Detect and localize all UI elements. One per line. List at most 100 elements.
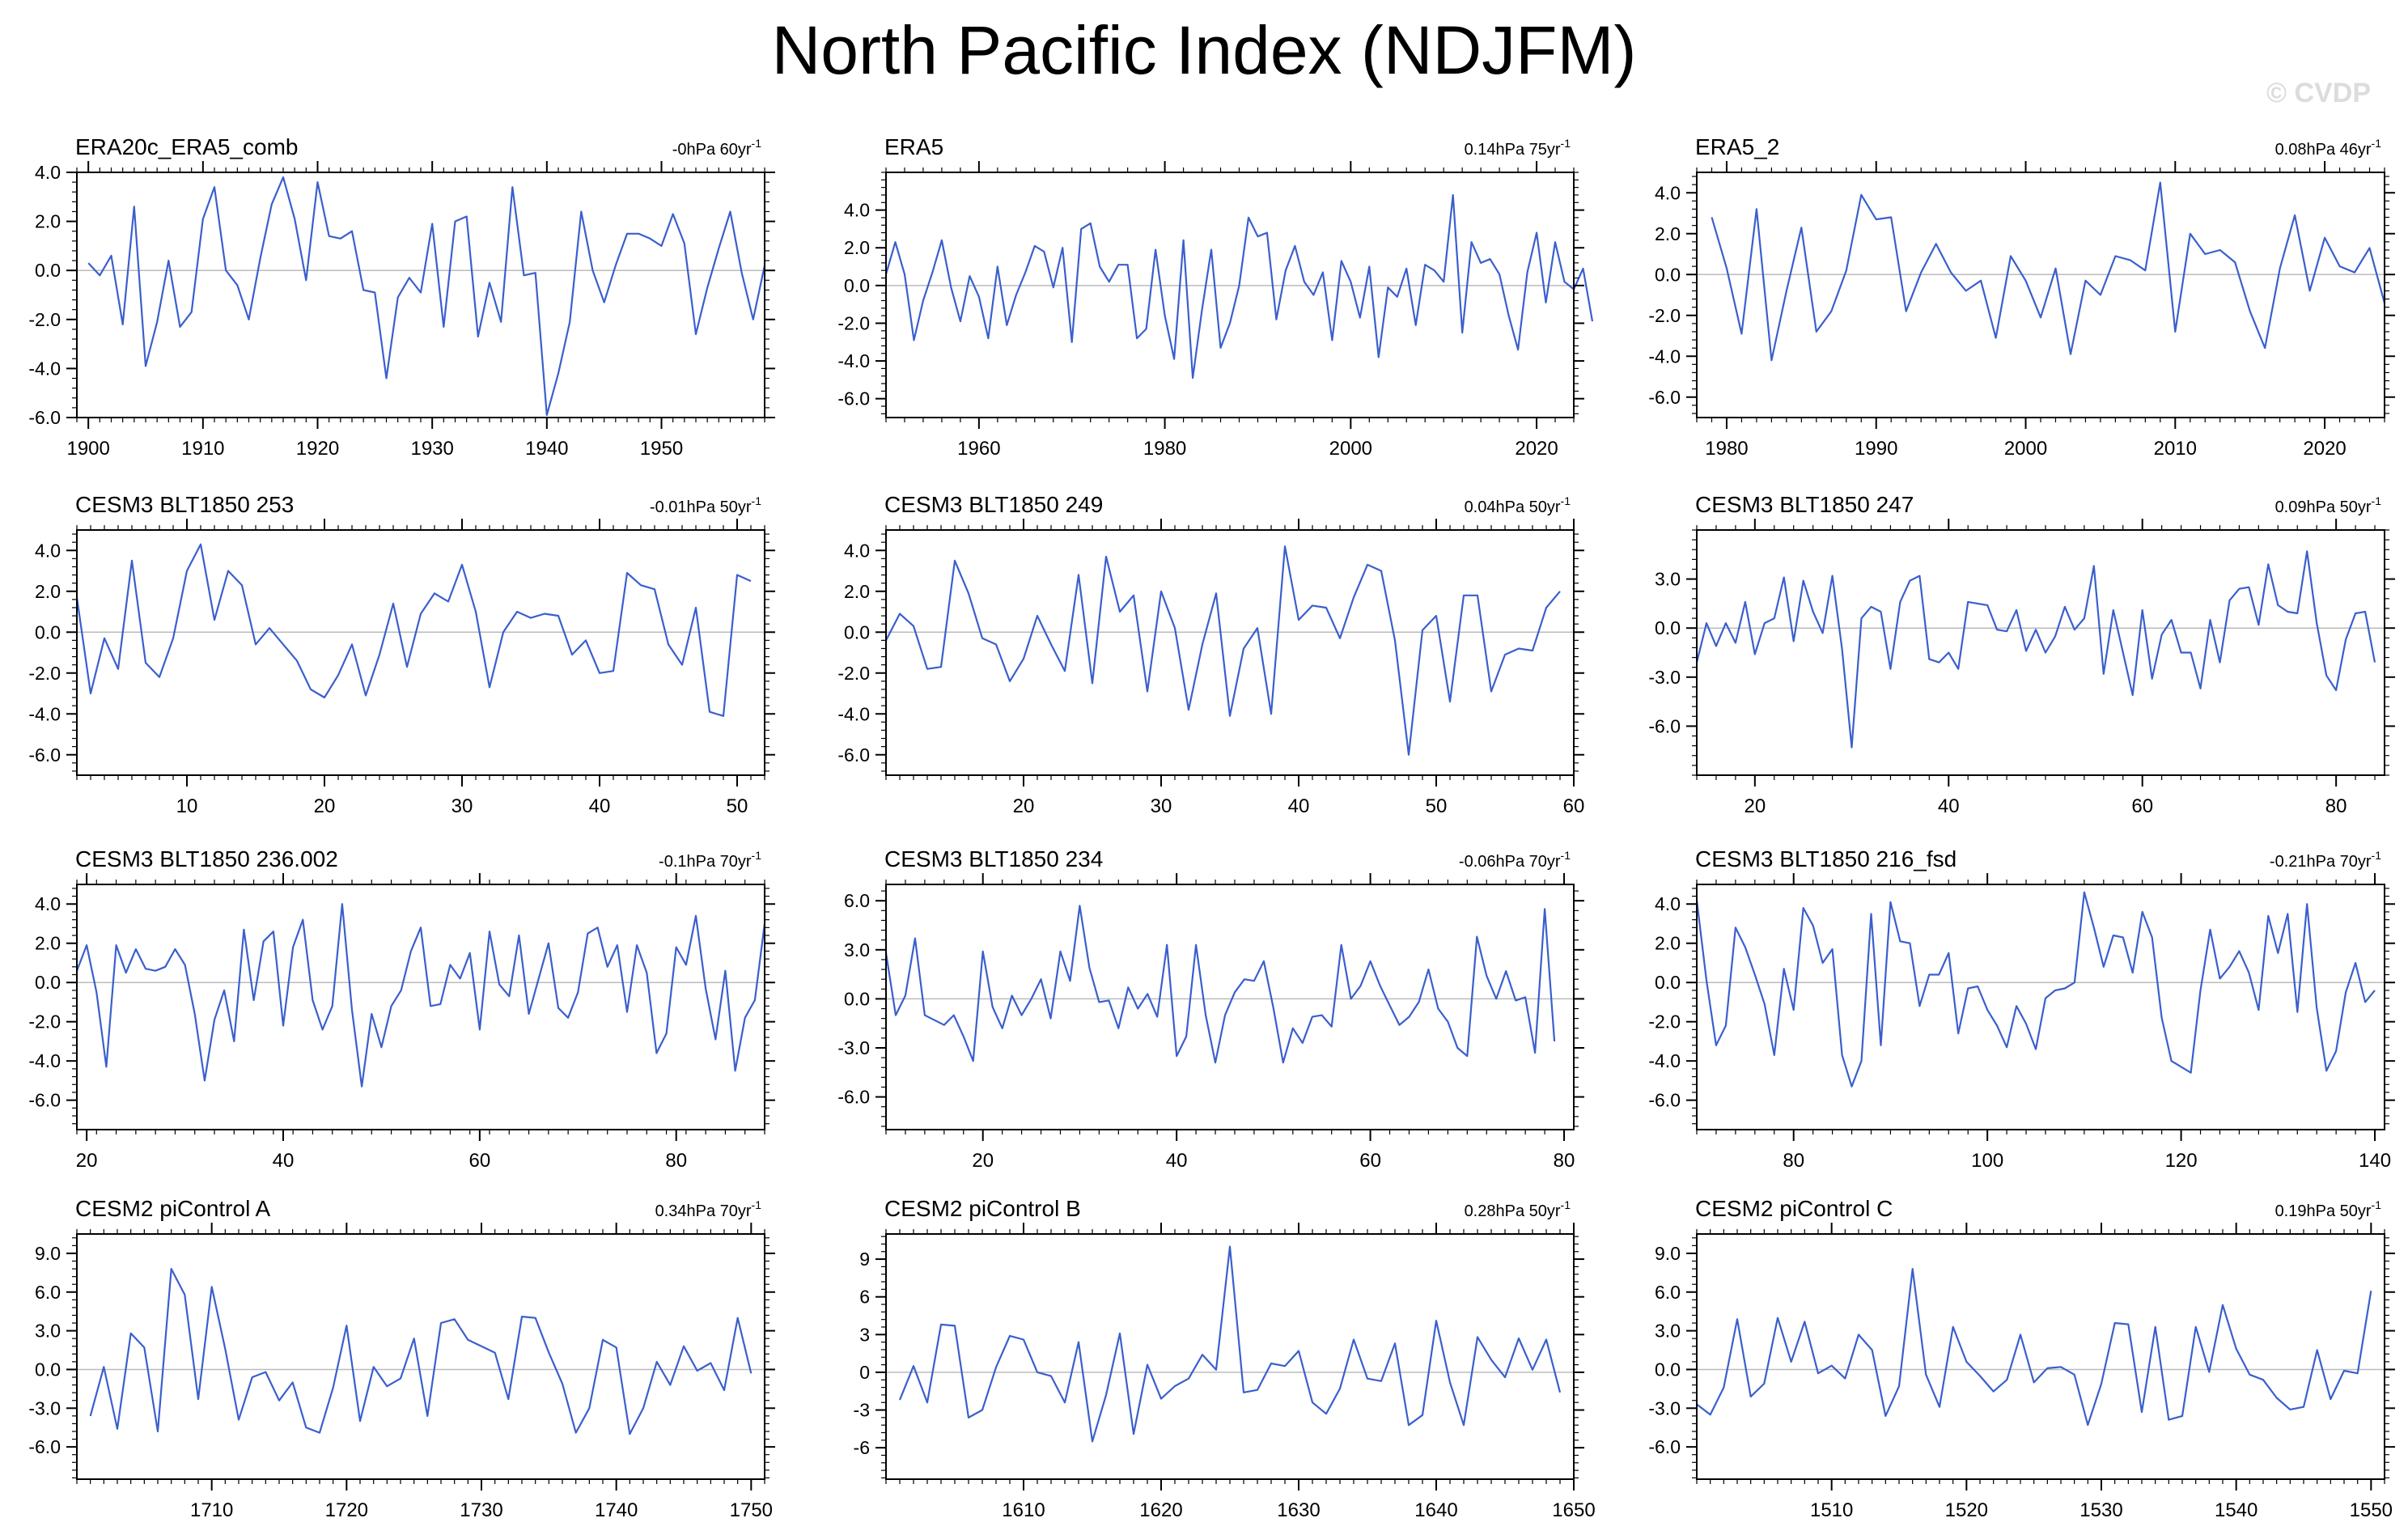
y-tick-label: 3.0 [1655,569,1681,590]
y-tick-label: 3 [859,1324,870,1345]
trend-label: -0.21hPa 70yr-1 [2270,849,2381,871]
trend-label: 0.19hPa 50yr-1 [2275,1198,2382,1220]
plot-frame [1696,1233,2385,1480]
series-line [884,193,1594,380]
x-tick-label: 20 [1744,795,1766,817]
chart-panel-9: CESM3 BLT1850 216_fsd -0.21hPa 70yr-1 80 10… [1648,846,2395,1172]
panel-title: CESM2 piControl C [1695,1196,1893,1221]
trend-superscript: -1 [1561,137,1571,150]
x-tick-label: 1620 [1139,1499,1182,1521]
x-tick-label: 1540 [2215,1499,2258,1521]
x-tick-label: 1640 [1414,1499,1457,1521]
y-tick-label: 2.0 [844,581,870,602]
panel-title: CESM3 BLT1850 234 [884,846,1103,871]
x-tick-label: 40 [1166,1150,1188,1172]
y-tick-label: 4.0 [1655,893,1681,914]
plot-frame [1696,884,2385,1130]
plot-frame [1696,172,2385,418]
x-tick-label: 50 [727,795,748,817]
chart-panel-10: CESM2 piControl A 0.34hPa 70yr-1 1710 1720 1… [28,1196,775,1521]
y-tick-label: -3.0 [28,1397,61,1418]
trend-label: -0.1hPa 70yr-1 [659,849,761,871]
panel-title: CESM3 BLT1850 216_fsd [1695,846,1956,871]
y-tick-label: 4.0 [844,540,870,561]
x-tick-label: 40 [273,1150,295,1172]
x-tick-label: 140 [2359,1150,2391,1172]
x-tick-label: 80 [1783,1150,1804,1172]
y-tick-label: 3.0 [35,1321,61,1342]
x-tick-label: 60 [2131,795,2153,817]
x-tick-label: 80 [1554,1150,1575,1172]
x-tick-label: 80 [665,1150,687,1172]
y-tick-label: -3.0 [837,1037,870,1058]
x-tick-label: 1530 [2079,1499,2122,1521]
panel-title: ERA5_2 [1695,134,1779,159]
panel-title: CESM2 piControl A [75,1196,271,1221]
trend-text: 0.14hPa 75yr [1465,141,1561,159]
trend-label: 0.09hPa 50yr-1 [2275,494,2382,516]
y-tick-label: 4.0 [35,893,61,914]
y-tick-label: 0.0 [35,972,61,993]
x-tick-label: 1900 [66,438,109,460]
panel-title: ERA20c_ERA5_comb [75,134,298,159]
y-tick-label: -6 [854,1437,870,1458]
x-tick-label: 50 [1426,795,1448,817]
plot-frame [76,884,765,1130]
y-tick-label: 0.0 [844,621,870,642]
y-tick-label: -6.0 [28,407,61,428]
trend-label: 0.34hPa 70yr-1 [655,1198,762,1220]
plot-frame [76,529,765,776]
y-tick-label: -6.0 [28,1090,61,1111]
x-tick-label: 60 [1563,795,1585,817]
x-tick-label: 120 [2165,1150,2198,1172]
y-tick-label: -4.0 [28,358,61,379]
y-tick-label: 4.0 [1655,182,1681,203]
x-tick-label: 2010 [2154,438,2197,460]
page-title: North Pacific Index (NDJFM) [771,12,1637,88]
x-tick-label: 1720 [325,1499,368,1521]
y-tick-label: -2.0 [28,309,61,330]
plot-frame [1696,529,2385,776]
y-tick-label: -6.0 [1648,1090,1681,1111]
x-tick-label: 2020 [1515,438,1558,460]
trend-text: 0.09hPa 50yr [2275,498,2372,516]
chart-panel-4: CESM3 BLT1850 253 -0.01hPa 50yr-1 10 20 30 40… [28,492,775,817]
chart-panel-2: ERA5 0.14hPa 75yr-1 1960 1980 2000 2020 -6.0 -4… [837,134,1594,460]
series-line [75,543,752,717]
plot-frame [76,1233,765,1480]
y-tick-label: -6.0 [28,1436,61,1457]
trend-text: 0.19hPa 50yr [2275,1202,2372,1220]
trend-superscript: -1 [2372,849,2382,862]
x-tick-label: 1520 [1945,1499,1988,1521]
x-tick-label: 20 [314,795,336,817]
y-tick-label: -2.0 [1648,1011,1681,1033]
y-tick-label: 0.0 [35,1359,61,1380]
trend-superscript: -1 [752,494,762,507]
panel-title: CESM2 piControl B [884,1196,1081,1221]
trend-superscript: -1 [752,137,762,150]
x-tick-label: 2000 [2004,438,2047,460]
plot-frame [885,172,1575,418]
y-tick-label: -6.0 [837,388,870,409]
x-tick-label: 1610 [1002,1499,1045,1521]
y-tick-label: 2.0 [35,933,61,954]
trend-text: 0.04hPa 50yr [1465,498,1561,516]
x-tick-label: 40 [1288,795,1310,817]
trend-text: 0.08hPa 46yr [2275,141,2372,159]
y-tick-label: 4.0 [844,200,870,221]
x-tick-label: 2020 [2303,438,2346,460]
series-line [1695,891,2376,1088]
trend-superscript: -1 [2372,494,2382,507]
y-tick-label: 0.0 [844,988,870,1009]
x-tick-label: 10 [176,795,198,817]
y-tick-label: -3.0 [1648,667,1681,688]
x-tick-label: 20 [972,1150,994,1172]
y-tick-label: 9 [859,1249,870,1270]
trend-text: -0.06hPa 70yr [1459,853,1561,871]
trend-superscript: -1 [2372,1198,2382,1211]
chart-panel-7: CESM3 BLT1850 236.002 -0.1hPa 70yr-1 20 40 6… [28,846,775,1172]
chart-panel-3: ERA5_2 0.08hPa 46yr-1 1980 1990 2000 2010 2020… [1648,134,2395,460]
series-line [89,1267,752,1435]
x-tick-label: 1550 [2350,1499,2393,1521]
x-tick-label: 40 [1938,795,1960,817]
